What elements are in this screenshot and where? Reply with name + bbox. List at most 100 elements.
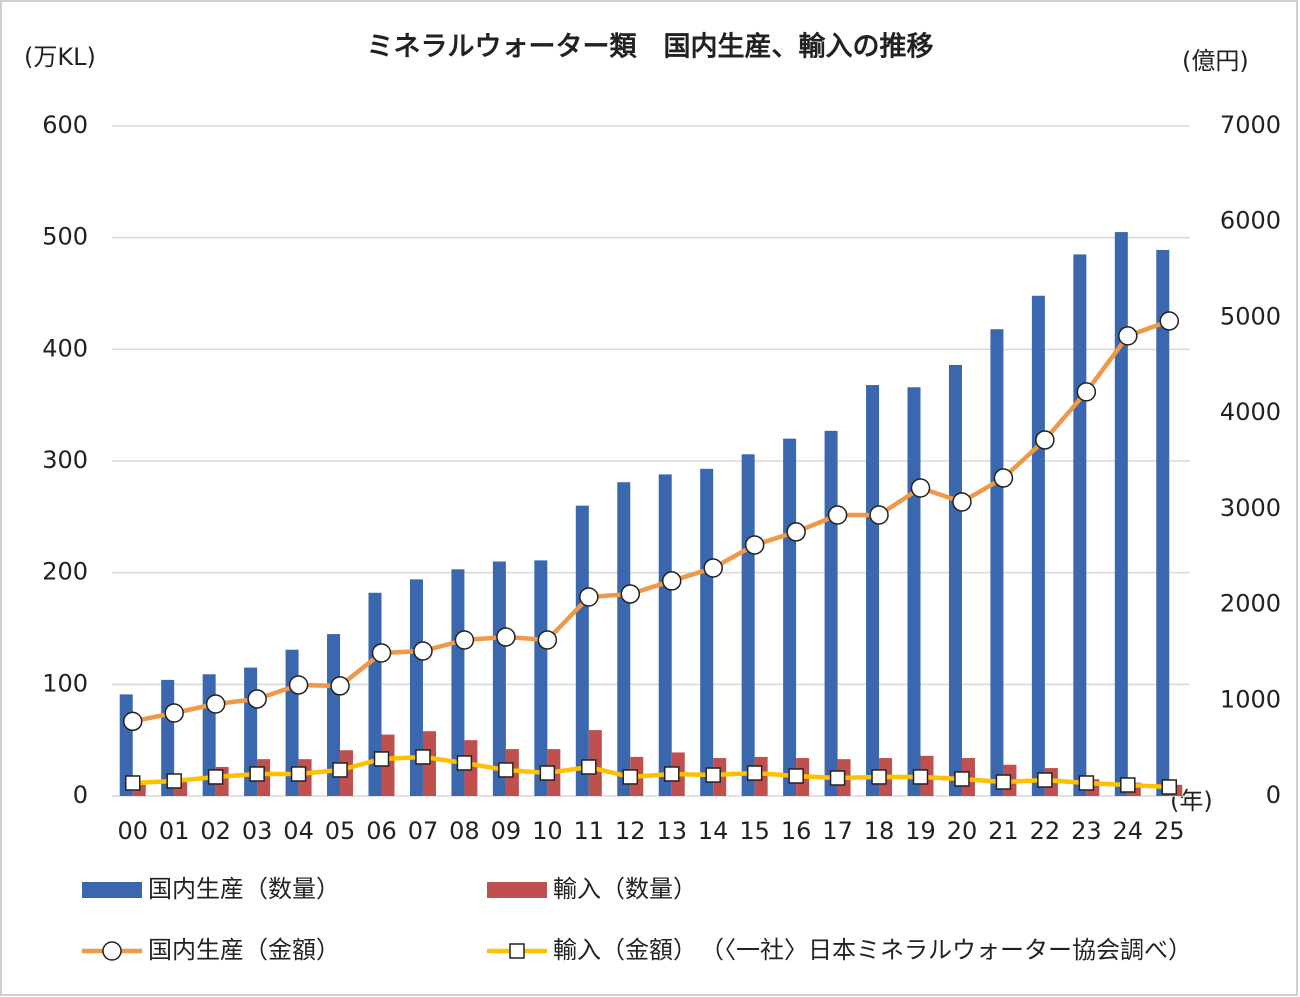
marker	[413, 641, 433, 661]
bar	[1073, 254, 1087, 796]
marker	[1120, 777, 1136, 793]
marker	[415, 749, 431, 765]
bar	[658, 474, 672, 796]
x-tick-label: 12	[615, 817, 646, 845]
marker	[332, 762, 348, 778]
legend-marker	[509, 943, 525, 959]
legend-swatch	[82, 882, 142, 898]
bar	[741, 454, 755, 796]
marker	[164, 703, 184, 723]
bar	[1114, 232, 1128, 797]
bar	[327, 634, 341, 796]
y2-tick-label: 0	[1266, 781, 1281, 809]
y2-tick-label: 1000	[1220, 685, 1281, 713]
marker	[744, 535, 765, 555]
x-tick-label: 16	[781, 817, 812, 845]
legend-label: 国内生産（数量）	[148, 875, 340, 903]
x-tick-label: 13	[656, 817, 687, 845]
bar	[907, 387, 921, 796]
x-tick-label: 18	[864, 817, 895, 845]
marker	[290, 766, 307, 782]
marker	[122, 711, 143, 732]
y-tick-label: 600	[42, 111, 88, 139]
marker	[288, 675, 309, 695]
legend-label: 国内生産（金額）	[148, 936, 340, 964]
marker	[1078, 775, 1095, 791]
y2-tick-label: 7000	[1220, 111, 1281, 139]
x-tick-label: 05	[325, 817, 356, 845]
marker	[581, 759, 597, 775]
marker	[456, 755, 473, 771]
y-tick-label: 400	[42, 334, 88, 362]
marker	[1035, 430, 1055, 450]
marker	[993, 468, 1014, 488]
marker	[952, 492, 972, 512]
marker	[703, 558, 723, 578]
legend-swatch	[487, 882, 547, 898]
y-tick-label: 0	[73, 781, 88, 809]
marker	[124, 775, 141, 791]
bar	[866, 385, 880, 796]
legend-label: 輸入（数量）	[553, 875, 697, 903]
source-note: （〈一社〉日本ミネラルウォーター協会調べ）	[700, 936, 1192, 964]
marker	[496, 627, 516, 647]
y-tick-label: 200	[42, 558, 88, 586]
bar	[368, 592, 382, 796]
marker	[622, 769, 639, 785]
marker	[910, 478, 931, 498]
x-tick-label: 22	[1030, 817, 1061, 845]
bar	[575, 505, 589, 796]
marker	[1076, 382, 1097, 402]
marker	[869, 505, 889, 525]
x-tick-label: 03	[242, 817, 273, 845]
marker	[954, 771, 970, 787]
marker	[788, 768, 804, 784]
x-tick-label: 06	[366, 817, 397, 845]
marker	[827, 505, 848, 525]
y2-tick-label: 3000	[1220, 494, 1281, 522]
bar	[534, 560, 548, 796]
marker	[205, 694, 226, 714]
bar	[948, 364, 962, 796]
x-tick-label: 23	[1071, 817, 1102, 845]
y2-axis-label: (億円)	[1182, 47, 1249, 75]
marker	[454, 630, 475, 650]
x-tick-label: 01	[159, 817, 190, 845]
marker	[1037, 772, 1053, 788]
y-tick-label: 300	[42, 446, 88, 474]
x-tick-label: 17	[822, 817, 853, 845]
y2-tick-label: 4000	[1220, 398, 1281, 426]
marker	[995, 774, 1012, 790]
bar	[1156, 249, 1170, 796]
marker	[249, 766, 265, 782]
bar	[451, 569, 465, 796]
y-tick-label: 100	[42, 669, 88, 697]
marker	[1118, 326, 1138, 346]
y-axis-label: (万KL)	[24, 43, 96, 71]
marker	[498, 762, 514, 778]
marker	[373, 751, 390, 767]
x-tick-label: 19	[905, 817, 936, 845]
x-tick-label: 07	[408, 817, 439, 845]
x-tick-label: 10	[532, 817, 563, 845]
y2-tick-label: 6000	[1220, 207, 1281, 235]
chart-title: ミネラルウォーター類 国内生産、輸入の推移	[367, 31, 934, 63]
x-tick-label: 21	[988, 817, 1019, 845]
y-tick-label: 500	[42, 223, 88, 251]
x-tick-label: 25	[1154, 817, 1185, 845]
marker	[663, 766, 680, 782]
x-tick-label: 24	[1113, 817, 1144, 845]
marker	[371, 643, 392, 663]
y2-tick-label: 2000	[1220, 590, 1281, 618]
legend-label: 輸入（金額）	[553, 936, 697, 964]
marker	[247, 689, 267, 709]
marker	[786, 522, 806, 542]
marker	[539, 765, 556, 781]
marker	[746, 765, 763, 781]
bar	[617, 482, 631, 796]
x-tick-label: 14	[698, 817, 729, 845]
marker	[705, 767, 721, 783]
marker	[1159, 311, 1180, 331]
bar	[990, 329, 1004, 796]
marker	[829, 770, 846, 786]
